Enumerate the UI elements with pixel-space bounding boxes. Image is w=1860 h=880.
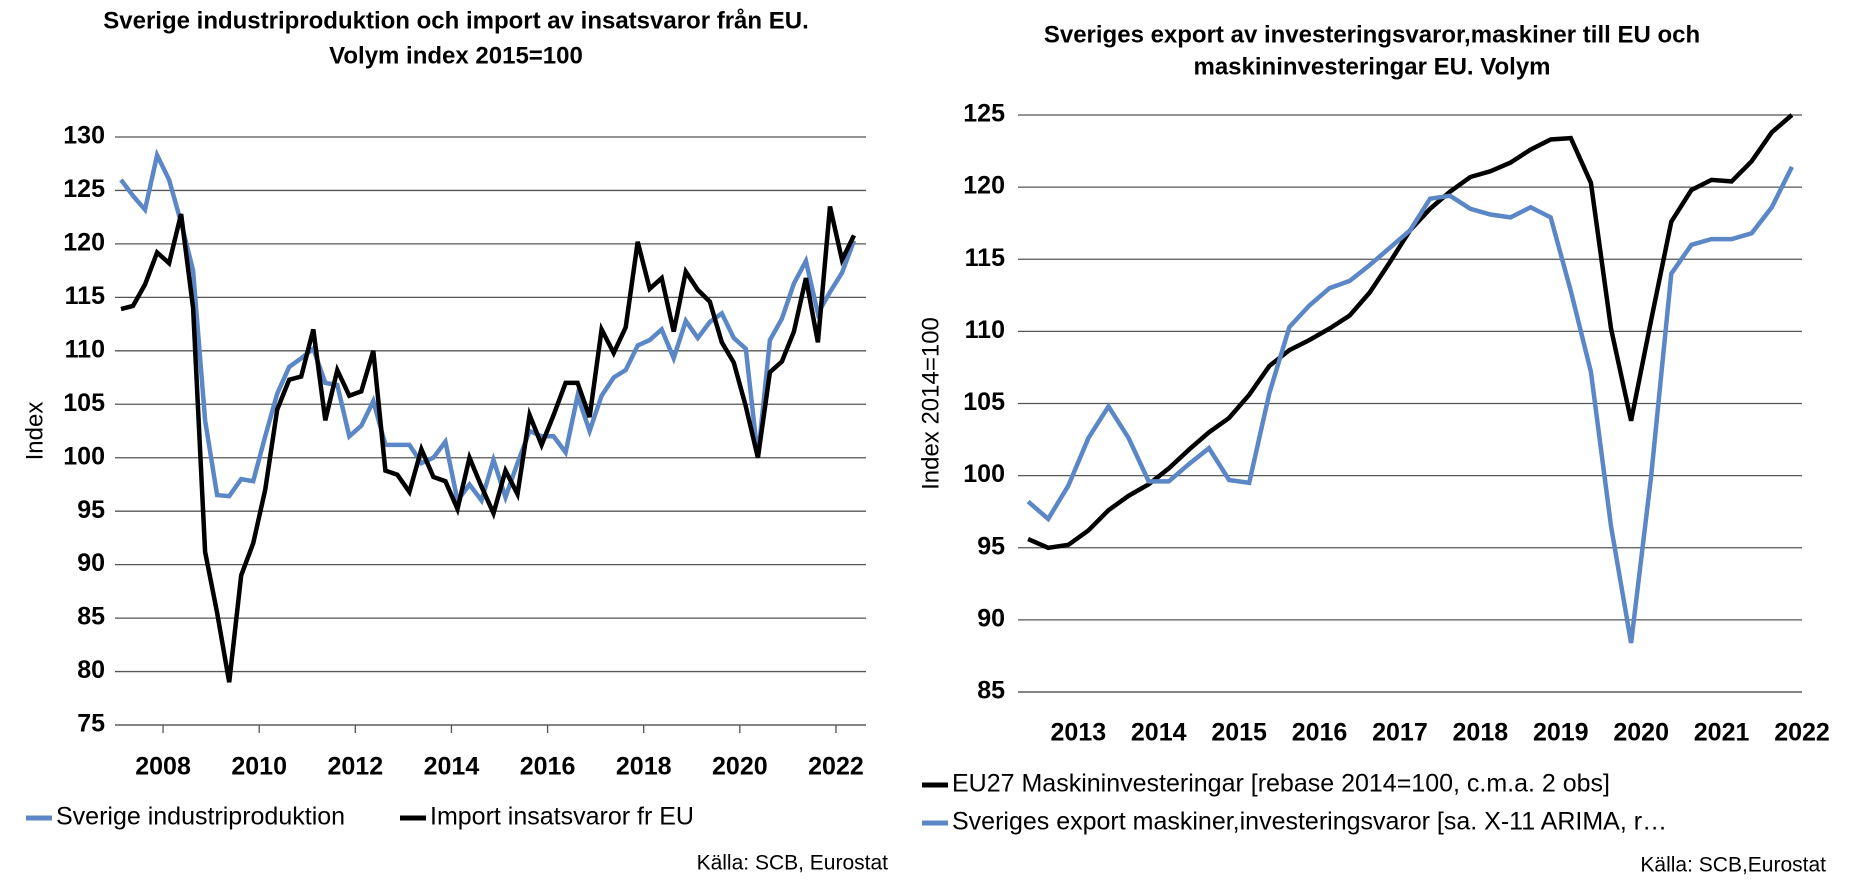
x-tick-label: 2017 — [1372, 719, 1428, 747]
y-axis-label: Index — [21, 402, 48, 461]
x-tick-label: 2018 — [616, 753, 672, 781]
y-tick-label: 105 — [963, 388, 1005, 416]
x-tick-label: 2016 — [520, 753, 576, 781]
x-tick-label: 2020 — [1613, 719, 1669, 747]
y-tick-label: 125 — [963, 100, 1005, 128]
y-tick-label: 115 — [65, 282, 105, 310]
y-tick-label: 85 — [977, 677, 1005, 705]
y-tick-label: 90 — [77, 549, 105, 577]
y-tick-label: 120 — [963, 172, 1005, 200]
y-tick-label: 110 — [965, 316, 1005, 344]
y-tick-label: 90 — [977, 604, 1005, 632]
y-tick-label: 110 — [65, 335, 105, 363]
y-axis-label: Index 2014=100 — [917, 317, 944, 490]
x-tick-label: 2022 — [1774, 719, 1830, 747]
x-tick-label: 2010 — [231, 753, 287, 781]
y-tick-label: 95 — [77, 496, 105, 524]
y-tick-label: 95 — [977, 532, 1005, 560]
y-tick-label: 120 — [63, 229, 105, 257]
series-line — [1026, 165, 1794, 644]
x-tick-label: 2015 — [1211, 719, 1267, 747]
chart-title: Volym index 2015=100 — [329, 42, 583, 69]
x-tick-label: 2012 — [328, 753, 384, 781]
x-tick-label: 2020 — [712, 753, 768, 781]
y-tick-label: 130 — [63, 122, 105, 150]
y-tick-label: 85 — [77, 603, 105, 631]
x-tick-label: 2014 — [424, 753, 480, 781]
source-note: Källa: SCB, Eurostat — [697, 852, 889, 875]
x-tick-label: 2013 — [1050, 719, 1106, 747]
y-tick-label: 80 — [77, 656, 105, 684]
chart-title: Sverige industriproduktion och import av… — [103, 7, 808, 34]
x-tick-label: 2018 — [1453, 719, 1509, 747]
y-tick-label: 125 — [63, 175, 105, 203]
chart-title: maskininvesteringar EU. Volym — [1193, 53, 1550, 80]
y-tick-label: 115 — [965, 244, 1005, 272]
legend-label: Import insatsvaror fr EU — [430, 803, 694, 831]
series-line — [120, 206, 857, 683]
x-tick-label: 2008 — [135, 753, 191, 781]
x-tick-label: 2019 — [1533, 719, 1589, 747]
y-tick-label: 100 — [63, 442, 105, 470]
series-line — [119, 148, 857, 506]
legend-label: Sveriges export maskiner,investeringsvar… — [952, 808, 1667, 836]
x-tick-label: 2014 — [1131, 719, 1187, 747]
y-tick-label: 75 — [77, 710, 105, 738]
x-tick-label: 2021 — [1694, 719, 1750, 747]
x-tick-label: 2016 — [1292, 719, 1348, 747]
x-tick-label: 2022 — [808, 753, 864, 781]
legend-label: EU27 Maskininvesteringar [rebase 2014=10… — [952, 770, 1610, 798]
chart-title: Sveriges export av investeringsvaror,mas… — [1044, 21, 1700, 48]
y-tick-label: 100 — [963, 460, 1005, 488]
y-tick-label: 105 — [63, 389, 105, 417]
source-note: Källa: SCB,Eurostat — [1640, 854, 1826, 877]
legend-label: Sverige industriproduktion — [56, 803, 345, 831]
